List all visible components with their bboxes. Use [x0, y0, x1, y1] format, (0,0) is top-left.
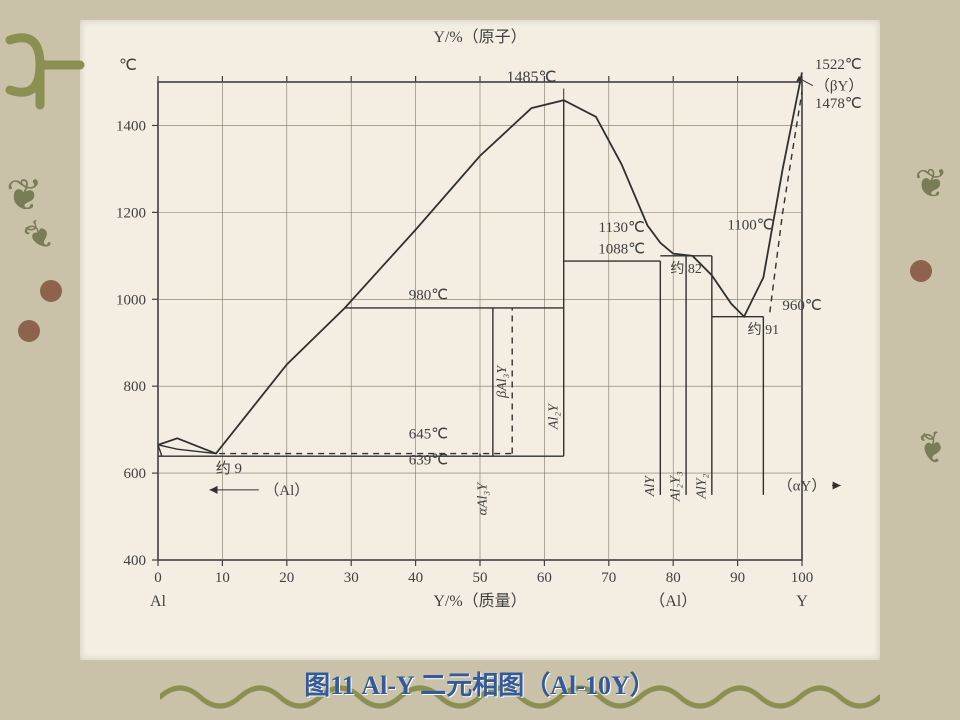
phase-diagram-svg: 0 10 20 30 40 50 60 70 80 90 100 400 600 800 1000 1200 1…	[80, 20, 880, 620]
svg-text:Y/%（原子）: Y/%（原子）	[433, 28, 526, 46]
svg-text:1485℃: 1485℃	[507, 69, 557, 86]
svg-text:60: 60	[537, 570, 552, 586]
leaf-decoration: ❧	[8, 204, 69, 267]
svg-text:1200: 1200	[116, 205, 146, 221]
svg-text:70: 70	[601, 570, 616, 586]
svg-text:Al: Al	[150, 593, 167, 610]
svg-text:20: 20	[279, 570, 294, 586]
svg-text:80: 80	[666, 570, 681, 586]
corner-flourish	[0, 30, 88, 60]
svg-text:100: 100	[791, 570, 814, 586]
svg-text:800: 800	[124, 379, 147, 395]
svg-text:βAl₃Y: βAl₃Y	[495, 364, 510, 399]
svg-text:Y/%（质量）: Y/%（质量）	[433, 592, 526, 610]
leaf-decoration: ❦	[6, 170, 43, 221]
svg-text:约 9: 约 9	[216, 460, 242, 477]
berry-decoration	[40, 280, 62, 302]
svg-text:Al₂Y₃: Al₂Y₃	[669, 471, 684, 502]
svg-text:400: 400	[124, 553, 147, 569]
berry-decoration	[18, 320, 40, 342]
svg-text:约 82: 约 82	[670, 261, 702, 277]
figure-caption: 图11 Al-Y 二元相图（Al-10Y）	[0, 665, 960, 702]
svg-text:（Al）: （Al）	[649, 592, 697, 610]
svg-text:（Al）: （Al）	[264, 482, 309, 499]
svg-text:30: 30	[344, 570, 359, 586]
svg-text:980℃: 980℃	[409, 287, 448, 303]
chart-container: 0 10 20 30 40 50 60 70 80 90 100 400 600 800 1000 1200 1…	[80, 20, 880, 660]
berry-decoration	[910, 260, 932, 282]
svg-text:90: 90	[730, 570, 745, 586]
svg-text:1088℃: 1088℃	[598, 242, 645, 258]
svg-text:℃: ℃	[119, 57, 137, 74]
svg-text:（αY）: （αY）	[778, 477, 827, 494]
svg-text:Al₂Y: Al₂Y	[546, 402, 561, 430]
svg-text:（βY）: （βY）	[815, 78, 863, 95]
svg-text:αAl₃Y: αAl₃Y	[475, 481, 490, 516]
svg-text:AlY: AlY	[643, 474, 658, 497]
svg-text:AlY₂: AlY₂	[694, 473, 709, 499]
svg-text:1522℃: 1522℃	[815, 57, 862, 73]
leaf-decoration: ❦	[914, 160, 948, 207]
svg-text:Y: Y	[796, 593, 808, 610]
svg-text:600: 600	[124, 466, 147, 482]
svg-text:约 91: 约 91	[748, 322, 780, 338]
svg-text:639℃: 639℃	[409, 452, 448, 468]
svg-text:0: 0	[154, 570, 162, 586]
svg-text:50: 50	[473, 570, 488, 586]
svg-text:1130℃: 1130℃	[599, 220, 645, 236]
svg-text:10: 10	[215, 570, 230, 586]
svg-text:645℃: 645℃	[409, 426, 448, 442]
svg-text:1000: 1000	[116, 292, 146, 308]
leaf-decoration: ❧	[901, 420, 960, 475]
svg-text:1100℃: 1100℃	[727, 218, 773, 234]
svg-text:1400: 1400	[116, 118, 146, 134]
svg-text:960℃: 960℃	[782, 298, 821, 314]
svg-text:1478℃: 1478℃	[815, 96, 862, 112]
svg-text:40: 40	[408, 570, 423, 586]
